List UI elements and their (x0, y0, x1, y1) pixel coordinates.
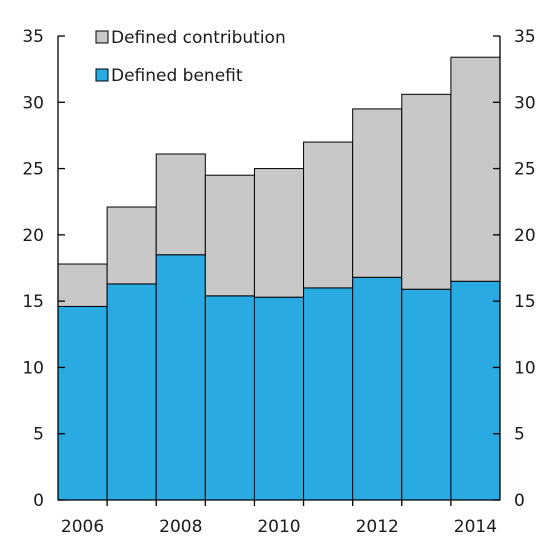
bar-defined-benefit-2014 (450, 280, 501, 501)
bar-defined-contribution-2009 (204, 174, 255, 297)
bar-defined-contribution-2006 (57, 263, 108, 307)
bar-defined-benefit-2008 (155, 254, 206, 501)
right-y-tick-label: 15 (514, 292, 536, 312)
left-y-tick-label: 15 (22, 292, 44, 312)
bar-defined-benefit-2011 (303, 287, 354, 501)
legend-swatch-defined-benefit (95, 68, 109, 82)
bar-defined-contribution-2014 (450, 56, 501, 282)
right-y-tick-label: 5 (514, 425, 525, 445)
x-axis-ticks: 2006 2008 2010 2012 2014 (61, 500, 497, 537)
right-y-tick-label: 30 (514, 93, 536, 113)
x-tick-label: 2008 (159, 517, 202, 537)
right-y-tick-label: 35 (514, 27, 536, 47)
x-tick-label: 2012 (356, 517, 399, 537)
bar-defined-benefit-2009 (204, 295, 255, 501)
legend-swatch-defined-contribution (95, 30, 109, 44)
left-y-tick-label: 20 (22, 226, 44, 246)
bar-defined-contribution-2011 (303, 141, 354, 289)
bars-layer (57, 56, 501, 501)
x-tick-label: 2006 (61, 517, 104, 537)
left-y-tick-label: 30 (22, 93, 44, 113)
bar-defined-contribution-2012 (352, 108, 403, 278)
right-y-axis-ticks: 0 5 10 15 20 25 30 35 (493, 27, 536, 511)
left-y-tick-label: 35 (22, 27, 44, 47)
legend-label-defined-benefit: Defined benefit (111, 66, 243, 86)
x-tick-label: 2010 (257, 517, 300, 537)
right-y-tick-label: 25 (514, 160, 536, 180)
left-y-tick-label: 10 (22, 358, 44, 378)
legend: Defined contribution Defined benefit (95, 28, 286, 86)
bar-defined-contribution-2007 (106, 206, 157, 285)
bar-defined-benefit-2007 (106, 283, 157, 501)
left-y-tick-label: 0 (33, 491, 44, 511)
left-y-tick-label: 25 (22, 160, 44, 180)
bar-defined-contribution-2008 (155, 153, 206, 256)
legend-label-defined-contribution: Defined contribution (111, 28, 286, 48)
bar-defined-benefit-2012 (352, 276, 403, 501)
bar-defined-benefit-2010 (253, 296, 305, 501)
right-y-tick-label: 10 (514, 358, 536, 378)
bar-defined-contribution-2010 (253, 168, 305, 298)
left-y-axis-ticks: 0 5 10 15 20 25 30 35 (22, 27, 65, 511)
bar-defined-benefit-2006 (57, 305, 108, 501)
axes-layer (57, 36, 501, 501)
bar-defined-benefit-2013 (401, 288, 452, 501)
left-y-tick-label: 5 (33, 425, 44, 445)
x-tick-label: 2014 (454, 517, 497, 537)
bar-defined-contribution-2013 (401, 93, 452, 290)
right-y-tick-label: 20 (514, 226, 536, 246)
right-y-tick-label: 0 (514, 491, 525, 511)
